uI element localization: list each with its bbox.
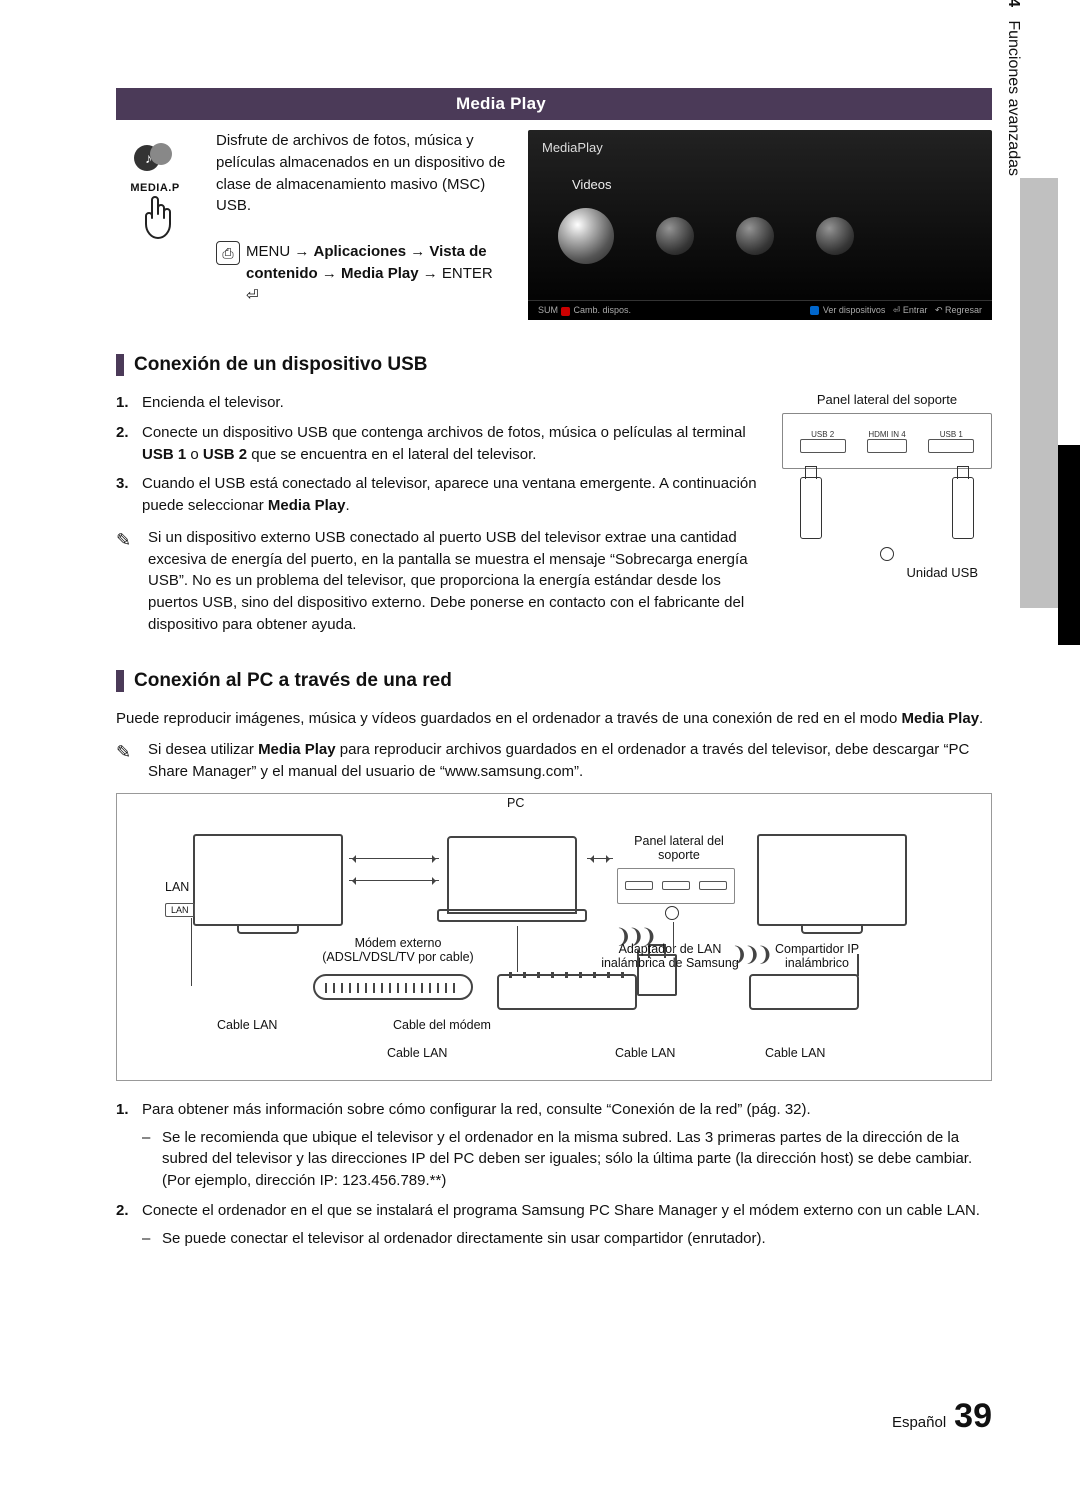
menu-icon: ⎙ xyxy=(216,241,240,265)
remote-button-illustration: ♪ MEDIA.P xyxy=(116,130,194,250)
tv-icon xyxy=(193,834,343,926)
port-label-usb2: USB 2 xyxy=(800,430,846,439)
wifi-adapter-label: Adaptador de LAN inalámbrica de Samsung xyxy=(595,942,745,970)
net-step-1-sub: Se le recomienda que ubique el televisor… xyxy=(142,1127,992,1192)
panel-caption-2: Panel lateral del soporte xyxy=(619,834,739,862)
laptop-icon xyxy=(447,836,577,914)
port-label-usb1: USB 1 xyxy=(928,430,974,439)
footer-language: Español xyxy=(892,1414,946,1431)
usb-panel: USB 2 HDMI IN 4 USB 1 xyxy=(782,413,992,469)
section-bar-icon xyxy=(116,670,124,692)
wireless-router-label: Compartidor IP inalámbrico xyxy=(757,942,877,970)
side-tab xyxy=(1020,178,1058,608)
router-icon xyxy=(497,974,637,1010)
tv-icon-2 xyxy=(757,834,907,926)
cable-lan-label: Cable LAN xyxy=(387,1046,447,1060)
cable-line xyxy=(673,922,674,952)
usb1-port-icon xyxy=(928,439,974,453)
menu-path-text: MENU → Aplicaciones → Vista de contenido… xyxy=(246,241,506,306)
usb-panel-diagram: Panel lateral del soporte USB 2 HDMI IN … xyxy=(782,392,992,580)
intro-paragraph: Disfrute de archivos de fotos, música y … xyxy=(216,130,506,217)
network-steps: Para obtener más información sobre cómo … xyxy=(116,1099,992,1250)
ms-footer-left: SUM Camb. dispos. xyxy=(538,305,631,315)
usb-stick-icon xyxy=(952,477,974,539)
film-reel-icon xyxy=(558,208,614,264)
port-group: USB 1 xyxy=(928,430,974,453)
svg-text:♪: ♪ xyxy=(145,150,152,166)
settings-icon xyxy=(816,217,854,255)
pc-label: PC xyxy=(507,796,524,810)
step-3: Cuando el USB está conectado al televiso… xyxy=(116,473,758,517)
red-a-icon xyxy=(561,307,570,316)
wireless-router-icon xyxy=(749,974,859,1010)
cable-lan-label: Cable LAN xyxy=(217,1018,277,1032)
chapter-number: 04 xyxy=(1005,0,1022,7)
blue-d-icon xyxy=(810,306,819,315)
usb-unit-label: Unidad USB xyxy=(782,565,992,580)
music-icon xyxy=(656,217,694,255)
side-tab-label: 04 Funciones avanzadas xyxy=(1004,0,1022,176)
cable-line xyxy=(191,918,192,986)
usb-round-plug-icon xyxy=(880,547,894,561)
page-footer: Español 39 xyxy=(892,1397,992,1436)
ms-category: Videos xyxy=(572,177,978,192)
section-bar-icon xyxy=(116,354,124,376)
network-diagram: PC LAN LAN Panel lateral del soporte Mód… xyxy=(116,793,992,1081)
net-step-2-sub: Se puede conectar el televisor al ordena… xyxy=(142,1228,992,1250)
ms-footer-bar: SUM Camb. dispos. Ver dispositivos ⏎ Ent… xyxy=(528,300,992,320)
modem-label: Módem externo (ADSL/VDSL/TV por cable) xyxy=(303,936,493,964)
lan-label: LAN xyxy=(165,880,189,894)
lan-port-tag: LAN xyxy=(165,902,195,917)
chapter-title: Funciones avanzadas xyxy=(1005,20,1022,176)
photo-icon xyxy=(736,217,774,255)
page-number: 39 xyxy=(954,1397,992,1436)
net-step-1: Para obtener más información sobre cómo … xyxy=(116,1099,992,1192)
section2-title: Conexión al PC a través de una red xyxy=(134,670,452,692)
step-1: Encienda el televisor. xyxy=(116,392,758,414)
cable-modem-label: Cable del módem xyxy=(393,1018,491,1032)
hand-icon xyxy=(116,194,194,250)
mediap-icon: ♪ xyxy=(116,138,194,178)
port-label-hdmi: HDMI IN 4 xyxy=(867,430,907,439)
pc-share-note: Si desea utilizar Media Play para reprod… xyxy=(116,739,992,783)
usb-sticks-row xyxy=(782,477,992,539)
mediaplay-intro-row: ♪ MEDIA.P Disfrute de archivos de fotos,… xyxy=(116,130,992,320)
section1-title: Conexión de un dispositivo USB xyxy=(134,354,427,376)
usb-instructions: Encienda el televisor. Conecte un dispos… xyxy=(116,392,758,636)
port-group: USB 2 xyxy=(800,430,846,453)
small-panel-icon xyxy=(617,868,735,904)
usb-round-plug-icon xyxy=(665,906,679,920)
arrow-lr-icon xyxy=(349,858,439,859)
section2-intro: Puede reproducir imágenes, música y víde… xyxy=(116,708,992,730)
hdmi-port-icon xyxy=(867,439,907,453)
ms-icon-row xyxy=(558,208,854,264)
mediaplay-intro-text: Disfrute de archivos de fotos, música y … xyxy=(216,130,506,306)
ms-footer-right: Ver dispositivos ⏎ Entrar ↶ Regresar xyxy=(810,305,982,316)
cable-line xyxy=(517,926,518,972)
remote-button-label: MEDIA.P xyxy=(116,182,194,194)
step-2: Conecte un dispositivo USB que contenga … xyxy=(116,422,758,466)
net-step-2: Conecte el ordenador en el que se instal… xyxy=(116,1200,992,1250)
mediaplay-screenshot: MediaPlay Videos SUM Camb. dispos. Ver d… xyxy=(528,130,992,320)
modem-icon xyxy=(313,974,473,1000)
cable-lan-label: Cable LAN xyxy=(765,1046,825,1060)
cable-lan-label: Cable LAN xyxy=(615,1046,675,1060)
arrow-lr-icon xyxy=(587,858,613,859)
usb2-port-icon xyxy=(800,439,846,453)
section-header-bar: Media Play xyxy=(116,88,992,120)
section2-header: Conexión al PC a través de una red xyxy=(116,670,992,692)
menu-path: ⎙ MENU → Aplicaciones → Vista de conteni… xyxy=(216,241,506,306)
side-index-black xyxy=(1058,445,1080,645)
usb-overload-note: Si un dispositivo externo USB conectado … xyxy=(116,527,758,636)
arrow-lr-icon xyxy=(349,880,439,881)
manual-page: 04 Funciones avanzadas Media Play ♪ MEDI… xyxy=(0,0,1080,1494)
panel-caption: Panel lateral del soporte xyxy=(782,392,992,407)
section1-header: Conexión de un dispositivo USB xyxy=(116,354,992,376)
usb-stick-icon xyxy=(800,477,822,539)
usb-connection-block: Encienda el televisor. Conecte un dispos… xyxy=(116,392,992,636)
port-group: HDMI IN 4 xyxy=(867,430,907,453)
header-title: Media Play xyxy=(456,94,546,114)
ms-title: MediaPlay xyxy=(542,140,978,155)
